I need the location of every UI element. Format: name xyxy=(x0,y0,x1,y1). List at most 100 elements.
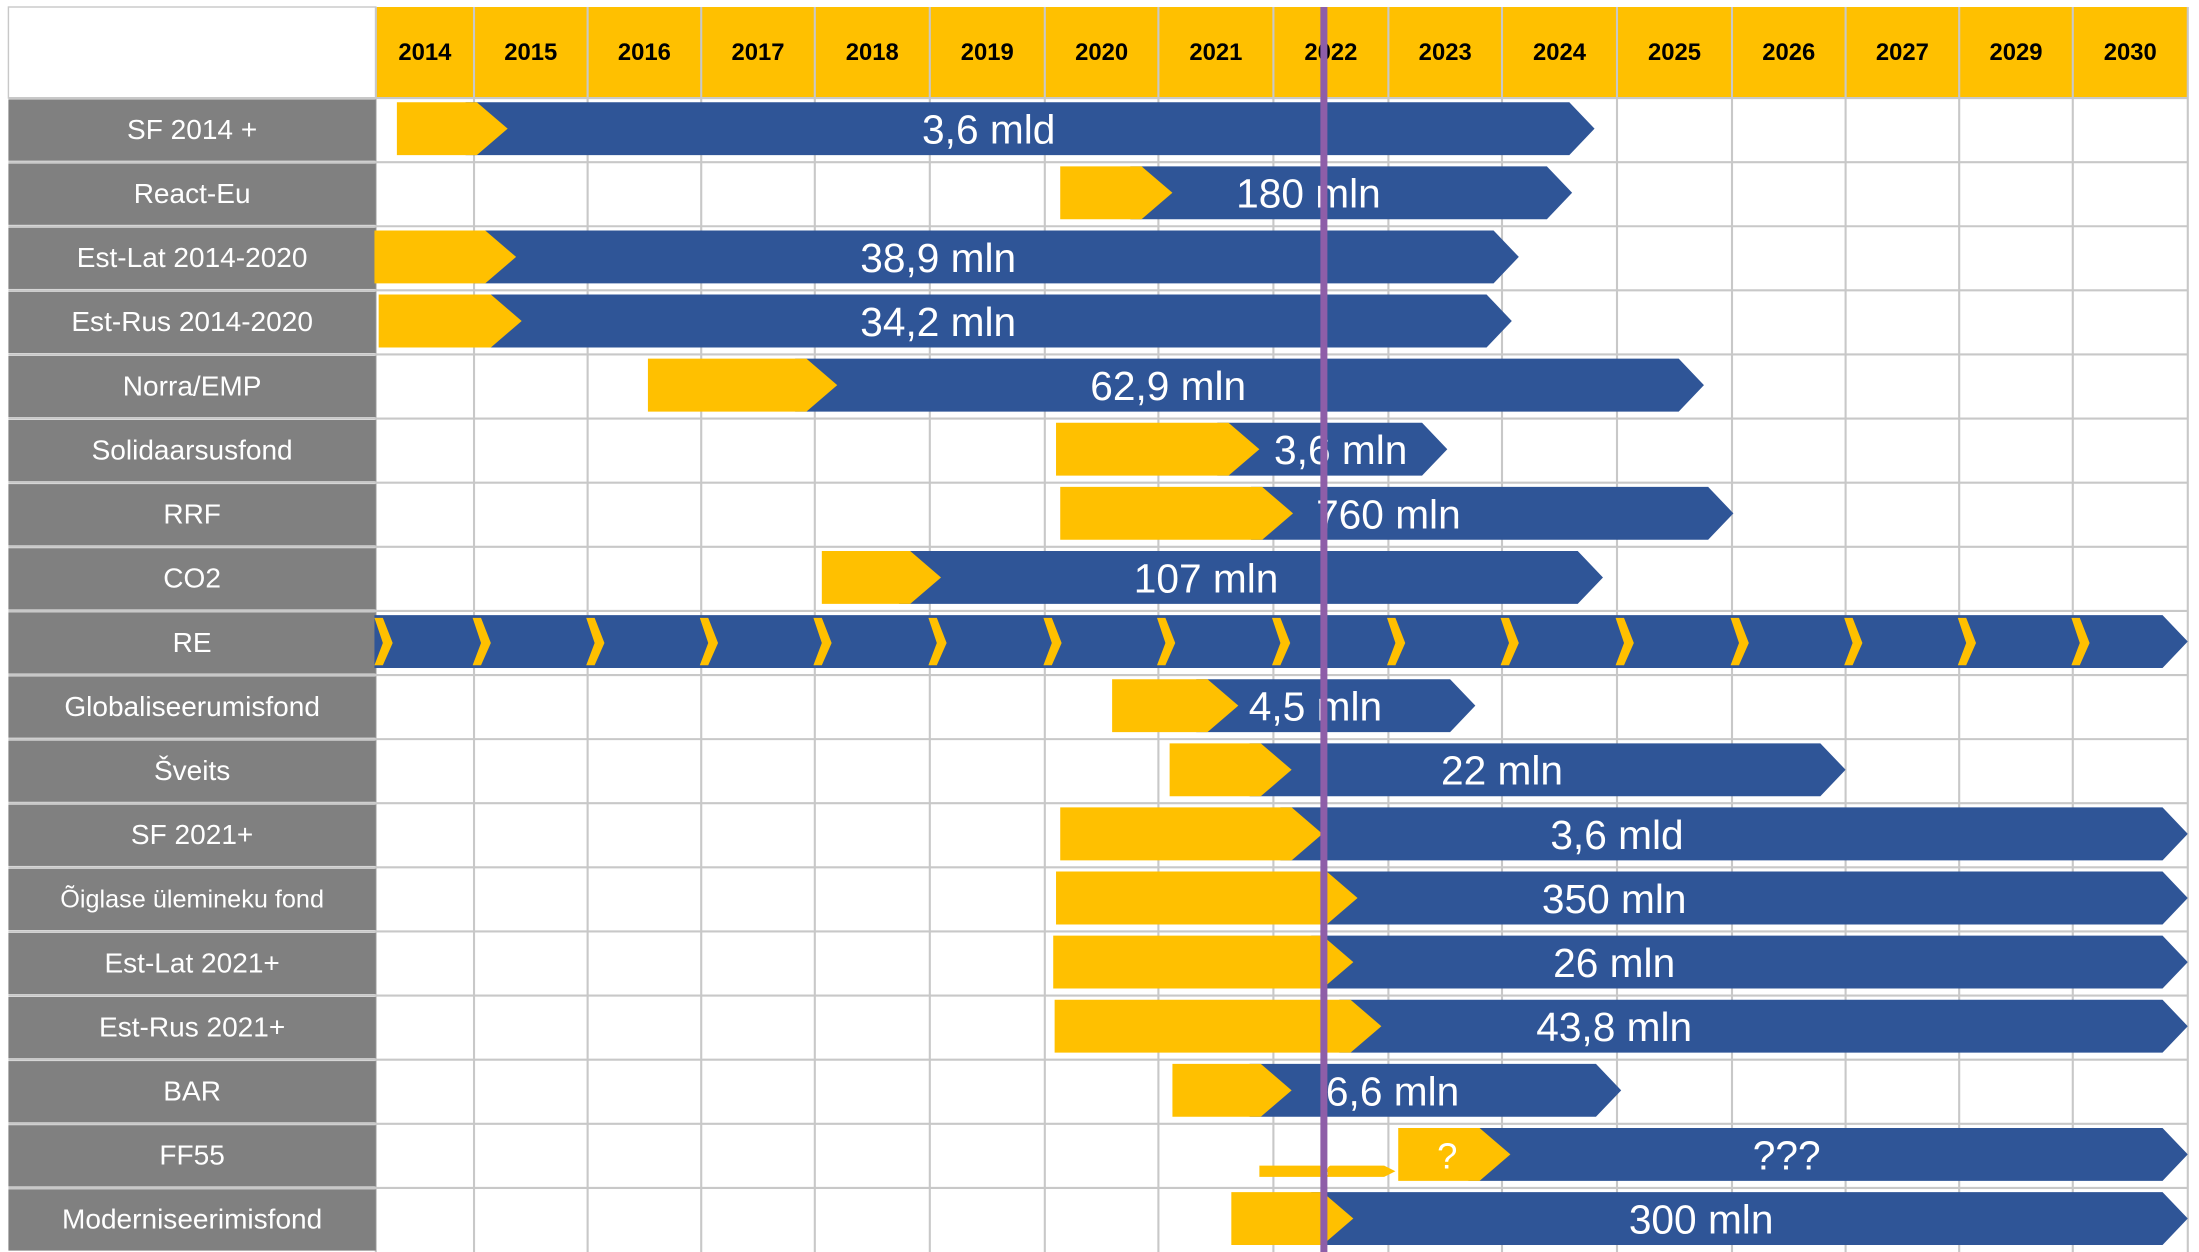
row-label-cell xyxy=(8,740,376,802)
header-band xyxy=(375,7,2188,99)
amount-label: 62,9 mln xyxy=(1090,363,1246,409)
amount-label: 180 mln xyxy=(1236,171,1381,217)
bar-preparation xyxy=(374,230,517,284)
chevron xyxy=(699,617,719,666)
row-label: CO2 xyxy=(163,563,221,594)
amount-label: 3,6 mld xyxy=(922,107,1055,153)
year-label: 2029 xyxy=(1989,39,2042,66)
year-label: 2027 xyxy=(1876,39,1929,66)
year-label: 2025 xyxy=(1648,39,1701,66)
bar-funding xyxy=(474,230,1519,284)
row-label: Globaliseerumisfond xyxy=(64,691,320,722)
row-label: Moderniseerimisfond xyxy=(62,1204,322,1235)
bar-preparation xyxy=(378,294,522,348)
row-label-cell xyxy=(8,804,376,866)
row-label: SF 2014 + xyxy=(127,114,257,145)
bar-funding xyxy=(1280,807,2188,861)
bar-funding xyxy=(1130,166,1573,220)
amount-label: 760 mln xyxy=(1316,491,1461,537)
bar-preparation xyxy=(821,550,942,604)
row-label-cell xyxy=(8,291,376,354)
bar-funding xyxy=(1217,422,1448,476)
amount-label: 6,6 mln xyxy=(1326,1068,1459,1114)
row-label-cell xyxy=(8,996,376,1059)
year-label: 2023 xyxy=(1419,39,1472,66)
amount-label: 34,2 mln xyxy=(860,299,1016,345)
amount-label: ??? xyxy=(1753,1132,1821,1178)
row-label: Est-Lat 2014-2020 xyxy=(77,242,308,273)
chevron xyxy=(374,617,393,666)
bar-preparation xyxy=(1056,422,1260,476)
bar-preparation xyxy=(1112,679,1239,733)
year-label: 2016 xyxy=(618,39,671,66)
chevron xyxy=(1844,617,1863,666)
row-label-cell xyxy=(8,932,376,995)
row-label-cell xyxy=(8,99,376,161)
bar-funding xyxy=(1196,679,1476,733)
row-label-cell xyxy=(8,484,376,546)
chevron xyxy=(1615,617,1634,666)
amount-label: 3,6 mld xyxy=(1550,812,1683,858)
bar-preparation xyxy=(1398,1127,1511,1181)
row-label-cell xyxy=(8,1125,376,1187)
year-label: 2020 xyxy=(1075,39,1128,66)
row-label-cell xyxy=(8,1189,376,1251)
row-label-cell xyxy=(8,868,376,931)
year-label: 2019 xyxy=(961,39,1014,66)
chevron xyxy=(1043,617,1062,666)
amount-label: 22 mln xyxy=(1441,748,1563,794)
amount-label: 107 mln xyxy=(1134,555,1279,601)
row-label-cell xyxy=(8,227,376,289)
row-label: RE xyxy=(173,627,212,658)
chevron xyxy=(1500,617,1519,666)
amount-label: 3,6 mln xyxy=(1274,427,1407,473)
row-label-cell xyxy=(8,548,376,610)
bar-funding xyxy=(1249,743,1846,797)
row-label: React-Eu xyxy=(134,178,251,209)
amount-label: 300 mln xyxy=(1629,1196,1774,1242)
chevron xyxy=(1156,617,1176,666)
bar-preparation xyxy=(1060,166,1173,220)
amount-label: 26 mln xyxy=(1553,940,1675,986)
row-label: Solidaarsusfond xyxy=(92,434,293,465)
year-label: 2021 xyxy=(1189,39,1242,66)
bar-funding xyxy=(479,294,1512,348)
amount-label: 350 mln xyxy=(1542,876,1687,922)
amount-label: 38,9 mln xyxy=(860,235,1016,281)
row-label: Norra/EMP xyxy=(123,370,262,401)
bar-funding xyxy=(795,358,1704,412)
year-label: 2024 xyxy=(1533,39,1587,66)
bar-preparation xyxy=(1060,807,1323,861)
chevron xyxy=(472,617,491,666)
year-label: 2014 xyxy=(398,39,452,66)
row-label: Est-Lat 2021+ xyxy=(104,947,279,978)
row-label: BAR xyxy=(163,1076,221,1107)
chevron xyxy=(1957,617,1977,666)
row-label-cell xyxy=(8,419,376,482)
row-label: Šveits xyxy=(154,755,230,786)
bar-funding xyxy=(1339,999,2188,1053)
amount-label: 4,5 mln xyxy=(1249,684,1382,730)
bar-funding xyxy=(1250,486,1734,540)
bar-funding xyxy=(1315,871,2188,925)
chevron xyxy=(813,617,832,666)
bar-funding xyxy=(465,102,1595,156)
chevron xyxy=(928,617,947,666)
bar-preparation xyxy=(1054,999,1382,1053)
chevron xyxy=(1386,617,1406,666)
note-label: ? xyxy=(1437,1135,1457,1176)
row-label: Est-Rus 2014-2020 xyxy=(71,306,313,337)
row-label: RRF xyxy=(163,499,221,530)
year-label: 2017 xyxy=(731,39,784,66)
year-label: 2026 xyxy=(1762,39,1815,66)
corner-cell xyxy=(7,6,377,99)
chevron xyxy=(1271,617,1291,666)
bar-preparation xyxy=(647,358,838,412)
row-label: Est-Rus 2021+ xyxy=(99,1011,285,1042)
year-label: 2022 xyxy=(1304,39,1357,66)
chevron xyxy=(586,617,605,666)
bar-preparation xyxy=(1053,935,1354,989)
bar-funding xyxy=(1249,1063,1622,1117)
bar-funding xyxy=(1311,935,2188,989)
